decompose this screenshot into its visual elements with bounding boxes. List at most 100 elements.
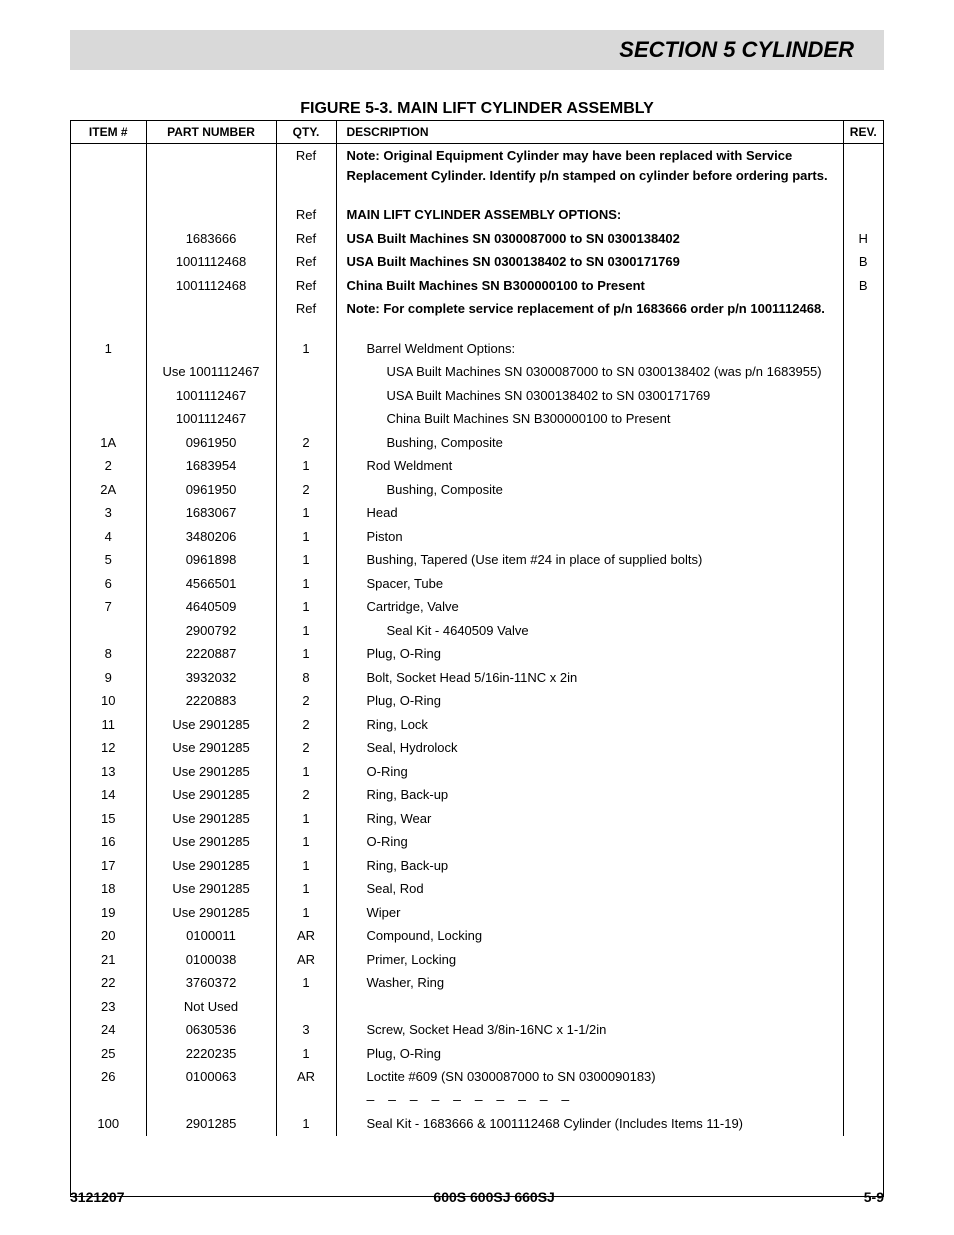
cell-desc: O-Ring bbox=[336, 760, 843, 784]
cell-qty bbox=[276, 995, 336, 1019]
cell-rev bbox=[843, 830, 883, 854]
cell-qty bbox=[276, 384, 336, 408]
cell-desc: Seal Kit - 4640509 Valve bbox=[336, 619, 843, 643]
cell-item: 2A bbox=[71, 478, 146, 502]
cell-part: Use 2901285 bbox=[146, 783, 276, 807]
cell-qty: 1 bbox=[276, 971, 336, 995]
cell-qty: 1 bbox=[276, 548, 336, 572]
cell-desc: Bolt, Socket Head 5/16in-11NC x 2in bbox=[336, 666, 843, 690]
cell-item: 5 bbox=[71, 548, 146, 572]
cell-desc: Head bbox=[336, 501, 843, 525]
table-row: 1001112467China Built Machines SN B30000… bbox=[71, 407, 883, 431]
col-header-desc: DESCRIPTION bbox=[336, 121, 843, 144]
cell-desc: MAIN LIFT CYLINDER ASSEMBLY OPTIONS: bbox=[336, 203, 843, 227]
table-row: 210100038ARPrimer, Locking bbox=[71, 948, 883, 972]
cell-part: Use 2901285 bbox=[146, 760, 276, 784]
cell-part: Use 2901285 bbox=[146, 713, 276, 737]
cell-desc: O-Ring bbox=[336, 830, 843, 854]
table-row: 1A09619502Bushing, Composite bbox=[71, 431, 883, 455]
cell-rev bbox=[843, 548, 883, 572]
table-row: 16Use 29012851O-Ring bbox=[71, 830, 883, 854]
cell-part: Use 2901285 bbox=[146, 854, 276, 878]
cell-desc: Plug, O-Ring bbox=[336, 1042, 843, 1066]
cell-desc: Seal, Hydrolock bbox=[336, 736, 843, 760]
footer-left: 3121207 bbox=[70, 1189, 125, 1205]
cell-qty: 1 bbox=[276, 501, 336, 525]
cell-rev bbox=[843, 760, 883, 784]
cell-desc: Plug, O-Ring bbox=[336, 642, 843, 666]
cell-part: Use 2901285 bbox=[146, 830, 276, 854]
cell-desc: USA Built Machines SN 0300138402 to SN 0… bbox=[336, 384, 843, 408]
cell-qty: 1 bbox=[276, 1112, 336, 1136]
table-row: 2237603721Washer, Ring bbox=[71, 971, 883, 995]
cell-desc: China Built Machines SN B300000100 to Pr… bbox=[336, 407, 843, 431]
table-row: 1001112468RefUSA Built Machines SN 03001… bbox=[71, 250, 883, 274]
cell-qty: Ref bbox=[276, 297, 336, 321]
cell-part: Use 2901285 bbox=[146, 901, 276, 925]
cell-desc: — — — — — — — — — — bbox=[336, 1089, 843, 1113]
cell-desc: Ring, Back-up bbox=[336, 854, 843, 878]
cell-qty: 1 bbox=[276, 760, 336, 784]
cell-part bbox=[146, 1089, 276, 1113]
table-row: 822208871Plug, O-Ring bbox=[71, 642, 883, 666]
cell-item bbox=[71, 250, 146, 274]
cell-rev bbox=[843, 713, 883, 737]
cell-desc: Cartridge, Valve bbox=[336, 595, 843, 619]
cell-item: 16 bbox=[71, 830, 146, 854]
cell-desc: Seal Kit - 1683666 & 1001112468 Cylinder… bbox=[336, 1112, 843, 1136]
cell-rev bbox=[843, 901, 883, 925]
cell-rev bbox=[843, 337, 883, 361]
cell-item: 11 bbox=[71, 713, 146, 737]
cell-rev bbox=[843, 384, 883, 408]
cell-part: 1683067 bbox=[146, 501, 276, 525]
cell-desc: Screw, Socket Head 3/8in-16NC x 1-1/2in bbox=[336, 1018, 843, 1042]
cell-desc: Wiper bbox=[336, 901, 843, 925]
cell-item: 20 bbox=[71, 924, 146, 948]
cell-rev bbox=[843, 525, 883, 549]
cell-qty: 1 bbox=[276, 572, 336, 596]
cell-desc: Washer, Ring bbox=[336, 971, 843, 995]
table-row: 1001112467USA Built Machines SN 03001384… bbox=[71, 384, 883, 408]
cell-qty: Ref bbox=[276, 227, 336, 251]
cell-rev bbox=[843, 948, 883, 972]
cell-desc: Bushing, Composite bbox=[336, 478, 843, 502]
cell-part: 3932032 bbox=[146, 666, 276, 690]
cell-item: 7 bbox=[71, 595, 146, 619]
cell-rev bbox=[843, 783, 883, 807]
cell-qty: 1 bbox=[276, 807, 336, 831]
cell-qty: Ref bbox=[276, 250, 336, 274]
cell-qty: 3 bbox=[276, 1018, 336, 1042]
cell-part: Use 2901285 bbox=[146, 736, 276, 760]
table-row: 23Not Used bbox=[71, 995, 883, 1019]
cell-item: 1 bbox=[71, 337, 146, 361]
cell-qty: 2 bbox=[276, 736, 336, 760]
cell-rev bbox=[843, 807, 883, 831]
cell-qty: Ref bbox=[276, 144, 336, 187]
section-title: SECTION 5 CYLINDER bbox=[619, 37, 854, 63]
cell-item: 2 bbox=[71, 454, 146, 478]
cell-desc: Note: For complete service replacement o… bbox=[336, 297, 843, 321]
cell-part bbox=[146, 203, 276, 227]
cell-qty: 1 bbox=[276, 830, 336, 854]
cell-part: 0961898 bbox=[146, 548, 276, 572]
table-row: 13Use 29012851O-Ring bbox=[71, 760, 883, 784]
cell-desc: Loctite #609 (SN 0300087000 to SN 030009… bbox=[336, 1065, 843, 1089]
cell-rev bbox=[843, 1112, 883, 1136]
table-row: 216839541Rod Weldment bbox=[71, 454, 883, 478]
cell-part: 3760372 bbox=[146, 971, 276, 995]
cell-rev bbox=[843, 689, 883, 713]
cell-part: Not Used bbox=[146, 995, 276, 1019]
cell-qty: AR bbox=[276, 1065, 336, 1089]
cell-part: 4566501 bbox=[146, 572, 276, 596]
cell-item: 9 bbox=[71, 666, 146, 690]
cell-rev bbox=[843, 619, 883, 643]
cell-item: 12 bbox=[71, 736, 146, 760]
cell-desc: Spacer, Tube bbox=[336, 572, 843, 596]
cell-item bbox=[71, 360, 146, 384]
cell-part: 0100038 bbox=[146, 948, 276, 972]
cell-part: 0100063 bbox=[146, 1065, 276, 1089]
page-footer: 3121207 600S 600SJ 660SJ 5-9 bbox=[70, 1189, 884, 1205]
cell-item: 4 bbox=[71, 525, 146, 549]
cell-item: 10 bbox=[71, 689, 146, 713]
cell-desc: Ring, Back-up bbox=[336, 783, 843, 807]
